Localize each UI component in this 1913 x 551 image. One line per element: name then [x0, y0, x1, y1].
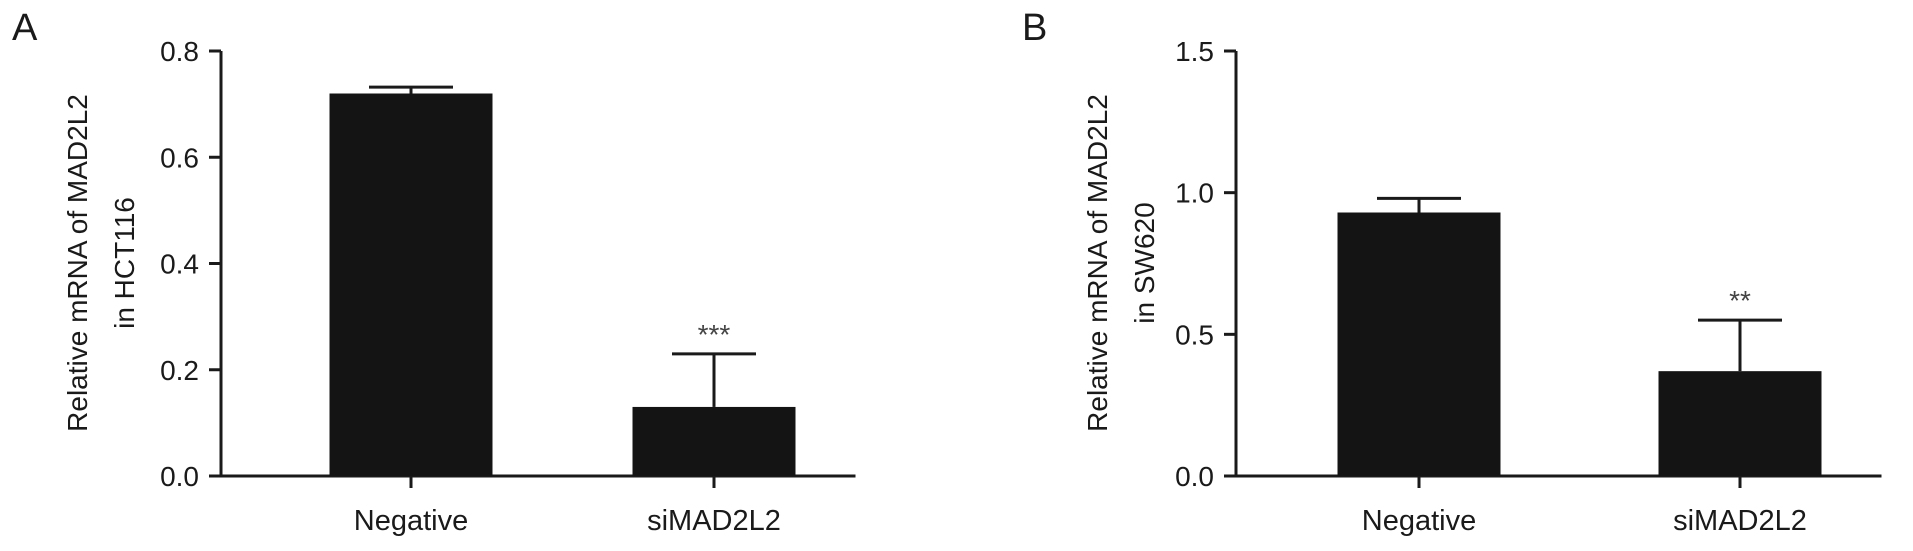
x-tick-label: Negative — [1362, 505, 1476, 537]
significance-marker: ** — [1729, 285, 1751, 316]
panel-label: B — [1022, 7, 1047, 49]
y-tick-label: 1.0 — [1175, 178, 1214, 209]
y-axis-label-line: Relative mRNA of MAD2L2 — [62, 94, 93, 432]
bar-negative — [329, 93, 493, 476]
y-axis-label-line: in SW620 — [1129, 202, 1160, 323]
y-axis-label-line: in HCT116 — [109, 197, 140, 329]
x-tick-label: siMAD2L2 — [1673, 505, 1807, 537]
y-tick-label: 0.6 — [160, 142, 199, 173]
y-tick-label: 0.4 — [160, 249, 199, 280]
y-tick-label: 0.0 — [160, 461, 199, 492]
x-tick-label: siMAD2L2 — [647, 505, 781, 537]
panel-label: A — [12, 7, 38, 49]
y-tick-label: 0.2 — [160, 355, 199, 386]
y-tick-label: 0.8 — [160, 36, 199, 67]
y-tick-label: 1.5 — [1175, 36, 1214, 67]
bar-negative — [1337, 212, 1501, 476]
bar-simad2l2 — [1658, 371, 1822, 476]
y-tick-label: 0.5 — [1175, 319, 1214, 350]
bar-simad2l2 — [632, 406, 796, 476]
y-axis-label-line: Relative mRNA of MAD2L2 — [1082, 94, 1113, 432]
x-tick-label: Negative — [354, 505, 468, 537]
chart-panel-a: A 0.0 0.2 0.4 0.6 0.8 Negative siMAD2L2 *** Relat… — [12, 7, 856, 537]
y-tick-label: 0.0 — [1175, 461, 1214, 492]
significance-marker: *** — [698, 319, 731, 350]
chart-panel-b: B 0.0 0.5 1.0 1.5 Negative siMAD2L2 ** Relative … — [1022, 7, 1882, 537]
